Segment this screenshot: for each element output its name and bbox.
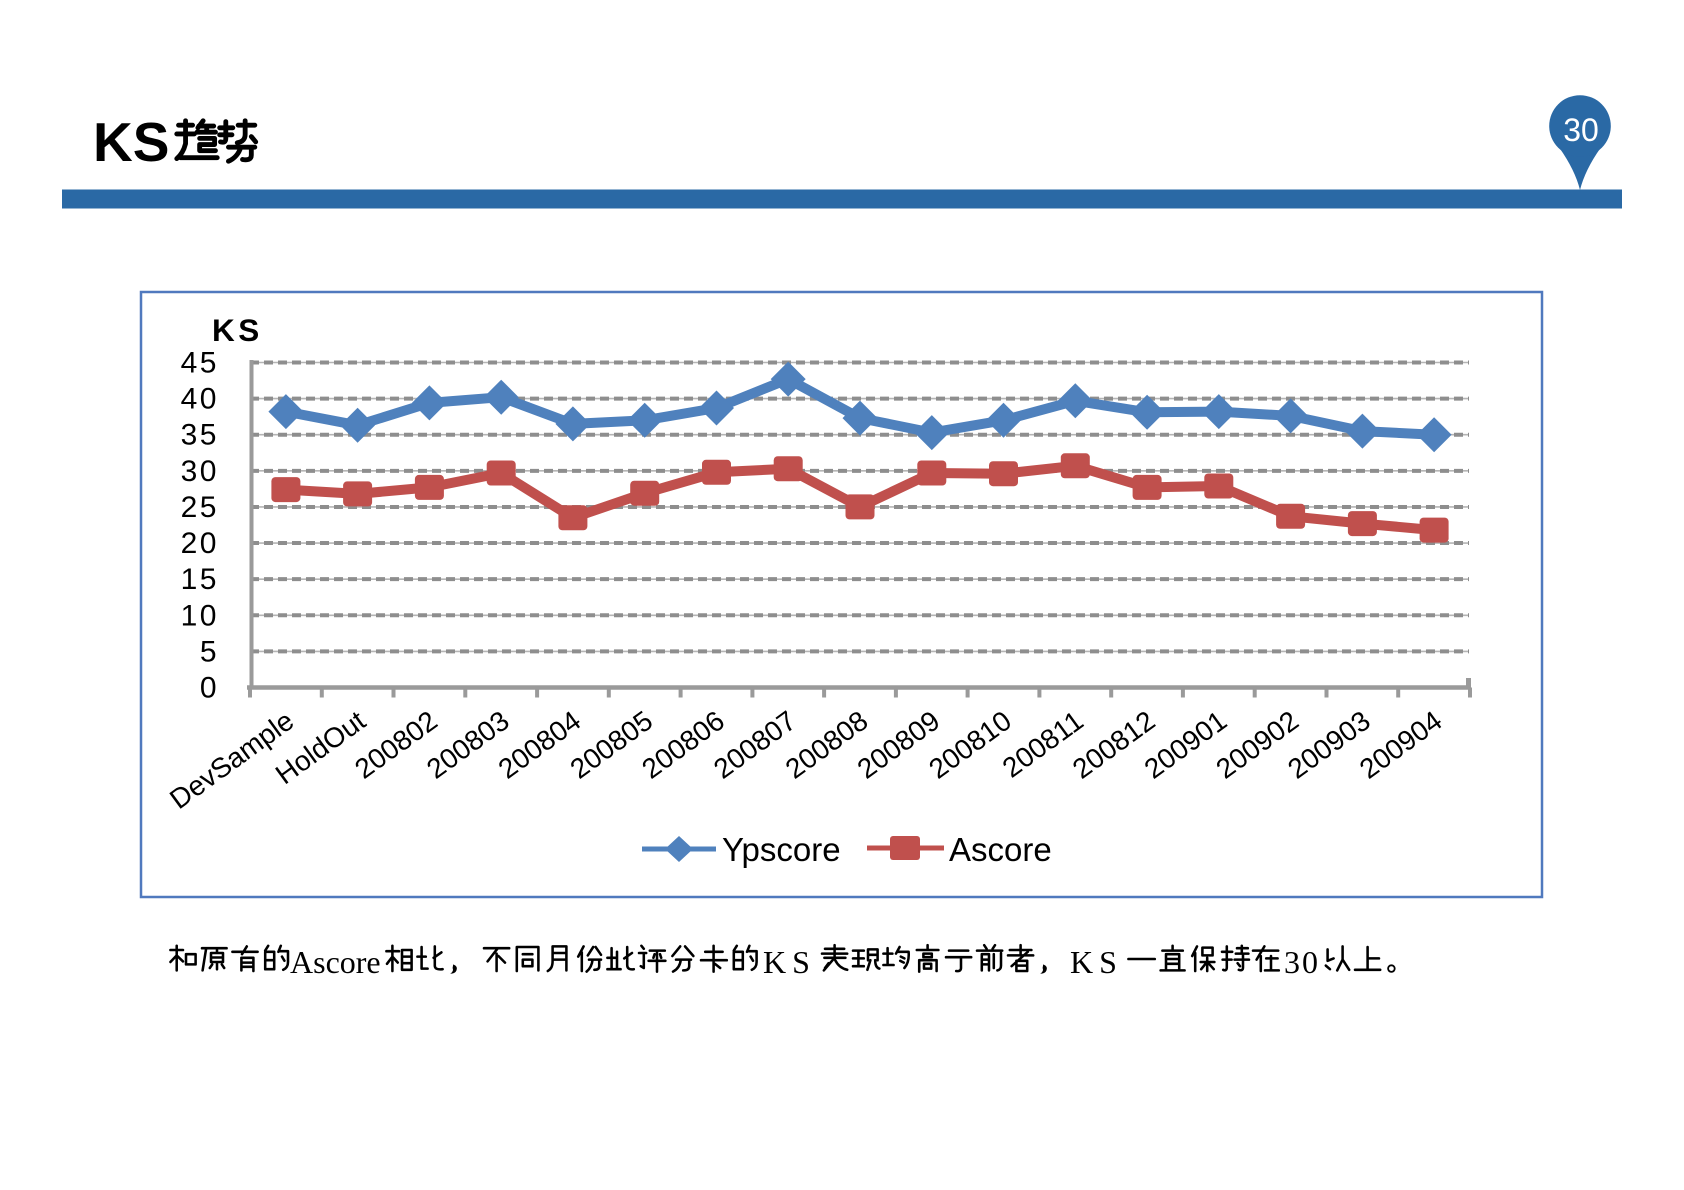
svg-text:5: 5 bbox=[200, 635, 219, 668]
svg-text:30: 30 bbox=[181, 455, 219, 488]
svg-text:30: 30 bbox=[1563, 112, 1599, 148]
svg-text:35: 35 bbox=[181, 419, 219, 452]
svg-text:Ascore: Ascore bbox=[290, 944, 381, 980]
svg-text:45: 45 bbox=[181, 347, 219, 380]
svg-text:0: 0 bbox=[200, 672, 219, 705]
svg-text:25: 25 bbox=[181, 491, 219, 524]
svg-text:KS: KS bbox=[1070, 944, 1123, 980]
svg-text:15: 15 bbox=[181, 563, 219, 596]
svg-text:20: 20 bbox=[181, 527, 219, 560]
svg-text:30: 30 bbox=[1284, 944, 1320, 980]
svg-text:KS: KS bbox=[212, 312, 263, 348]
svg-text:KS: KS bbox=[93, 111, 169, 173]
svg-text:Ypscore: Ypscore bbox=[722, 831, 841, 868]
svg-text:Ascore: Ascore bbox=[949, 831, 1052, 868]
svg-text:10: 10 bbox=[181, 599, 219, 632]
svg-text:KS: KS bbox=[763, 944, 816, 980]
svg-text:40: 40 bbox=[181, 383, 219, 416]
